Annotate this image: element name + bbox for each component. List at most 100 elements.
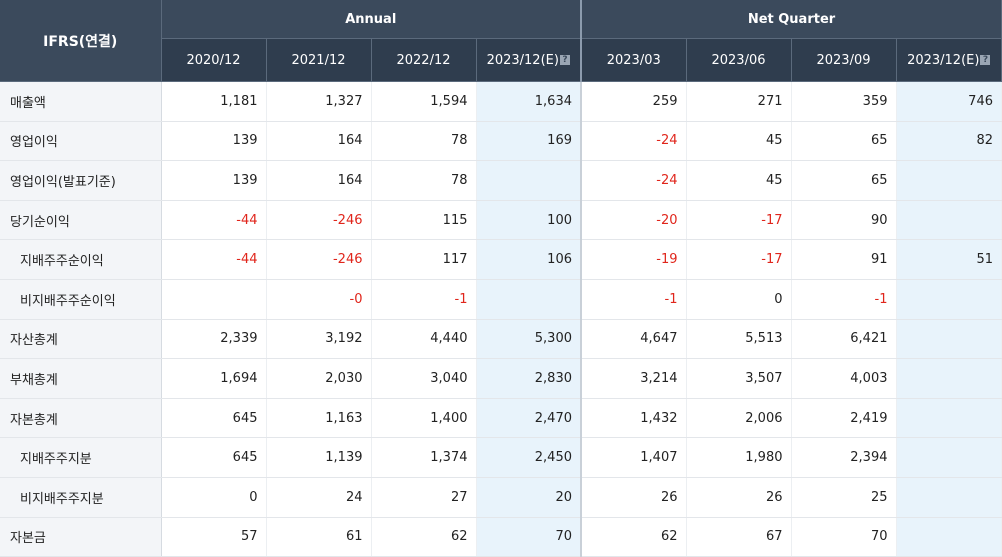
value-cell: 645 [161,437,267,478]
row-label[interactable]: 지배주주순이익 [0,239,162,280]
value-cell: 45 [686,121,792,162]
value-cell: -44 [161,239,267,280]
value-cell: 271 [686,81,792,122]
value-cell: -24 [581,160,687,201]
value-cell: 1,181 [161,81,267,122]
value-cell: 2,006 [686,398,792,439]
value-cell: -44 [161,200,267,241]
value-cell: 82 [896,121,1002,162]
value-cell: 2,830 [476,358,582,399]
period-label: 2020/12 [186,52,241,68]
value-cell: 91 [791,239,897,280]
value-cell [161,279,267,320]
value-cell [896,160,1002,201]
value-cell: 2,030 [266,358,372,399]
value-cell: 2,339 [161,319,267,360]
value-cell: 2,470 [476,398,582,439]
value-cell: 0 [161,477,267,518]
value-cell [896,477,1002,518]
value-cell: 20 [476,477,582,518]
value-cell: 1,327 [266,81,372,122]
period-label: 2023/12(E) [486,52,559,68]
row-label[interactable]: 비지배주주지분 [0,477,162,518]
period-header: 2023/06 [686,38,792,82]
period-label: 2021/12 [291,52,346,68]
value-cell [476,279,582,320]
value-cell: 65 [791,121,897,162]
row-label[interactable]: 지배주주지분 [0,437,162,478]
value-cell [896,517,1002,557]
table-row: 매출액 1,181 1,327 1,594 1,634 259 271 359 746 [0,81,1002,122]
value-cell: 4,003 [791,358,897,399]
table-row: 자본총계 645 1,163 1,400 2,470 1,432 2,006 2,419 [0,398,1002,439]
value-cell [896,319,1002,360]
value-cell: 4,440 [371,319,477,360]
value-cell: 3,214 [581,358,687,399]
value-cell: 25 [791,477,897,518]
value-cell: 106 [476,239,582,280]
row-label[interactable]: 자본금 [0,517,162,557]
row-label[interactable]: 영업이익 [0,121,162,162]
row-label[interactable]: 비지배주주순이익 [0,279,162,320]
value-cell: 2,419 [791,398,897,439]
period-label: 2023/06 [711,52,766,68]
value-cell: 78 [371,121,477,162]
row-label[interactable]: 자산총계 [0,319,162,360]
value-cell [896,200,1002,241]
value-cell: 26 [581,477,687,518]
corner-label: IFRS(연결) [0,0,162,82]
row-label[interactable]: 매출액 [0,81,162,122]
value-cell: 1,634 [476,81,582,122]
value-cell: 259 [581,81,687,122]
question-icon[interactable]: ? [559,55,570,65]
row-label[interactable]: 자본총계 [0,398,162,439]
value-cell: 1,980 [686,437,792,478]
value-cell: 1,694 [161,358,267,399]
value-cell: 3,507 [686,358,792,399]
value-cell: 70 [476,517,582,557]
value-cell: -19 [581,239,687,280]
value-cell: 3,192 [266,319,372,360]
table-row: 영업이익 139 164 78 169 -24 45 65 82 [0,121,1002,162]
table-row: 자본금 57 61 62 70 62 67 70 [0,517,1002,557]
table-body: 매출액 1,181 1,327 1,594 1,634 259 271 359 746 영업이익 1… [0,81,1002,557]
period-header: 2021/12 [266,38,372,82]
value-cell: 1,594 [371,81,477,122]
value-cell: 3,040 [371,358,477,399]
value-cell: 117 [371,239,477,280]
value-cell: 51 [896,239,1002,280]
table-row: 당기순이익 -44 -246 115 100 -20 -17 90 [0,200,1002,241]
table-row: 지배주주순이익 -44 -246 117 106 -19 -17 91 51 [0,239,1002,280]
row-label[interactable]: 영업이익(발표기준) [0,160,162,201]
period-header: 2023/03 [581,38,687,82]
value-cell: 2,394 [791,437,897,478]
value-cell: 1,139 [266,437,372,478]
value-cell: 4,647 [581,319,687,360]
value-cell: 24 [266,477,372,518]
row-label[interactable]: 부채총계 [0,358,162,399]
value-cell: -17 [686,200,792,241]
period-header: 2023/12(E)? [896,38,1002,82]
value-cell: 61 [266,517,372,557]
value-cell: 139 [161,160,267,201]
row-label[interactable]: 당기순이익 [0,200,162,241]
value-cell: 62 [581,517,687,557]
period-label: 2023/12(E) [907,52,980,68]
value-cell [476,160,582,201]
value-cell: 1,432 [581,398,687,439]
value-cell: 6,421 [791,319,897,360]
value-cell: 90 [791,200,897,241]
value-cell: 139 [161,121,267,162]
group-header-annual: Annual [161,0,582,39]
question-icon[interactable]: ? [980,55,991,65]
value-cell: 78 [371,160,477,201]
value-cell [896,358,1002,399]
period-label: 2023/09 [816,52,871,68]
value-cell: -0 [266,279,372,320]
period-header: 2020/12 [161,38,267,82]
value-cell: 164 [266,121,372,162]
value-cell: 26 [686,477,792,518]
value-cell: -1 [371,279,477,320]
table-row: 비지배주주지분 0 24 27 20 26 26 25 [0,477,1002,518]
